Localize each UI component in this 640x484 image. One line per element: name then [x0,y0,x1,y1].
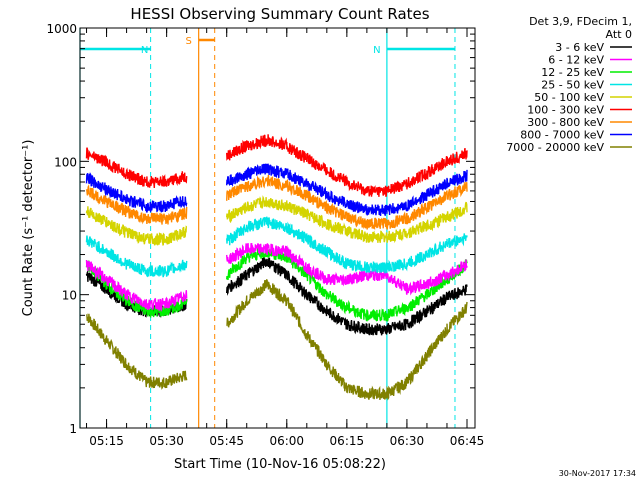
y-tick-label: 1000 [46,22,77,36]
annotation-label: N [373,45,380,56]
series-line [226,134,468,197]
chart-title: HESSI Observing Summary Count Rates [130,5,429,23]
legend-label: 300 - 800 keV [527,116,604,129]
x-axis-title: Start Time (10-Nov-16 05:08:22) [174,457,386,472]
y-tick-label: 100 [54,155,77,169]
legend-label: 100 - 300 keV [527,104,604,117]
x-tick-label: 06:15 [330,434,365,448]
x-tick-label: 05:15 [89,434,124,448]
x-tick-label: 06:45 [450,434,485,448]
plot-area: N NS [79,28,468,428]
axes: 1 10 100 1000 05:15 05:30 05:45 06:00 06:15 06:30… [46,22,484,448]
y-tick-label: 10 [62,289,77,303]
x-tick-label: 06:30 [390,434,425,448]
legend-header-line-1: Det 3,9, FDecim 1, [529,15,632,28]
legend-label: 25 - 50 keV [541,79,604,92]
series-line [85,184,188,225]
legend-label: 50 - 100 keV [534,91,604,104]
series-line [226,256,468,336]
annotation-label: N [141,45,148,56]
series-line [226,243,468,296]
y-axis-title: Count Rate (s⁻¹ detector⁻¹) [21,140,36,317]
x-tick-label: 05:45 [209,434,244,448]
series-line [226,195,468,244]
legend-label: 800 - 7000 keV [520,129,604,142]
series-line [85,206,188,246]
annotation-label: S [185,36,191,47]
series-line [86,313,188,390]
footer-date: 30-Nov-2017 17:34 [559,469,636,478]
x-tick-label: 05:30 [149,434,184,448]
series-line [226,216,468,274]
legend-label: 7000 - 20000 keV [506,141,604,154]
legend-label: 3 - 6 keV [555,41,604,54]
y-tick-label: 1 [69,422,77,436]
plot-frame [79,27,476,429]
legend-header-line-2: Att 0 [606,28,632,41]
series-line [85,147,188,189]
legend-label: 6 - 12 keV [548,54,604,67]
series-line [226,163,468,216]
series-line [85,235,188,278]
series-line [226,279,468,401]
x-tick-label: 06:00 [269,434,304,448]
series-line [226,175,468,231]
series-line [85,172,188,213]
series-line [85,259,188,313]
legend-label: 12 - 25 keV [541,66,604,79]
